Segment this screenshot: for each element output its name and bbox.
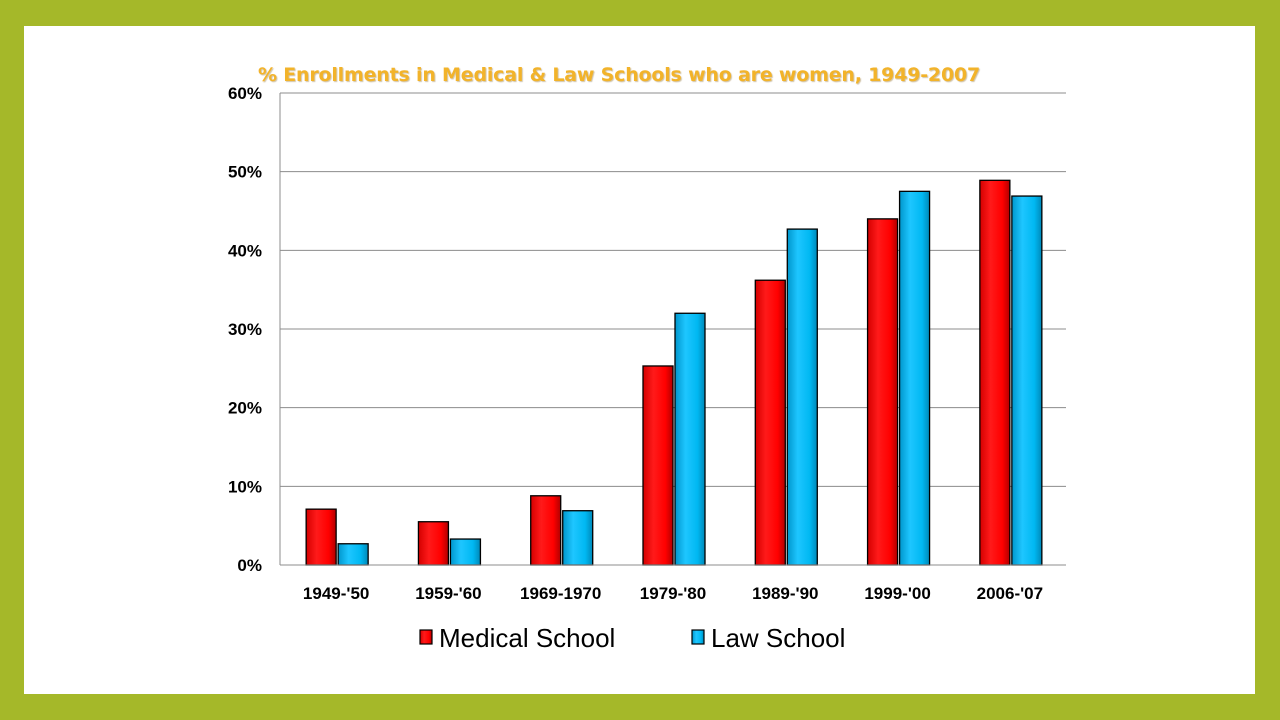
slide: % Enrollments in Medical & Law Schools w…: [24, 26, 1255, 694]
bar-medical-school: [305, 508, 337, 566]
bar-law-school: [449, 538, 482, 566]
x-tick-label: 1989-'90: [752, 584, 818, 603]
x-axis: 1949-'50 1959-'60 1969-1970 1979-'80 1989-'9…: [280, 564, 1066, 603]
x-tick-label: 1959-'60: [415, 584, 481, 603]
y-tick-label: 0%: [237, 556, 262, 575]
y-tick-label: 50%: [228, 163, 262, 182]
bar-law-school: [786, 228, 818, 566]
x-tick-label: 1979-'80: [640, 584, 706, 603]
bar-law-school: [337, 543, 369, 566]
x-tick-label: 1949-'50: [303, 584, 369, 603]
legend-law-school-label: Law School: [711, 623, 845, 653]
y-tick-label: 30%: [228, 320, 262, 339]
bar-law-school: [674, 312, 706, 566]
bar-medical-school: [530, 495, 562, 566]
legend-medical-school-swatch: [419, 629, 433, 645]
bar-medical-school: [979, 179, 1011, 566]
y-tick-label: 60%: [228, 84, 262, 103]
x-tick-label: 1969-1970: [520, 584, 601, 603]
x-tick-label: 2006-'07: [977, 584, 1043, 603]
y-axis: 0% 10% 20% 30% 40% 50% 60%: [228, 84, 281, 575]
bar-medical-school: [754, 279, 786, 566]
bar-law-school: [1011, 195, 1043, 566]
bar-medical-school: [642, 365, 674, 566]
bar-medical-school: [417, 521, 450, 566]
legend-medical-school-label: Medical School: [439, 623, 615, 653]
chart-title: % Enrollments in Medical & Law Schools w…: [257, 64, 981, 86]
bar-law-school: [898, 190, 931, 566]
bar-law-school: [562, 510, 594, 566]
x-tick-label: 1999-'00: [864, 584, 930, 603]
bars: [305, 179, 1043, 566]
y-tick-label: 10%: [228, 477, 262, 496]
bar-chart: 0% 10% 20% 30% 40% 50% 60% 1949-'50 1959-'60 196…: [228, 84, 1066, 653]
y-tick-label: 40%: [228, 241, 262, 260]
legend-law-school-swatch: [691, 629, 705, 645]
bar-medical-school: [866, 218, 899, 566]
y-tick-label: 20%: [228, 399, 262, 418]
legend: Medical School Law School: [419, 623, 845, 653]
